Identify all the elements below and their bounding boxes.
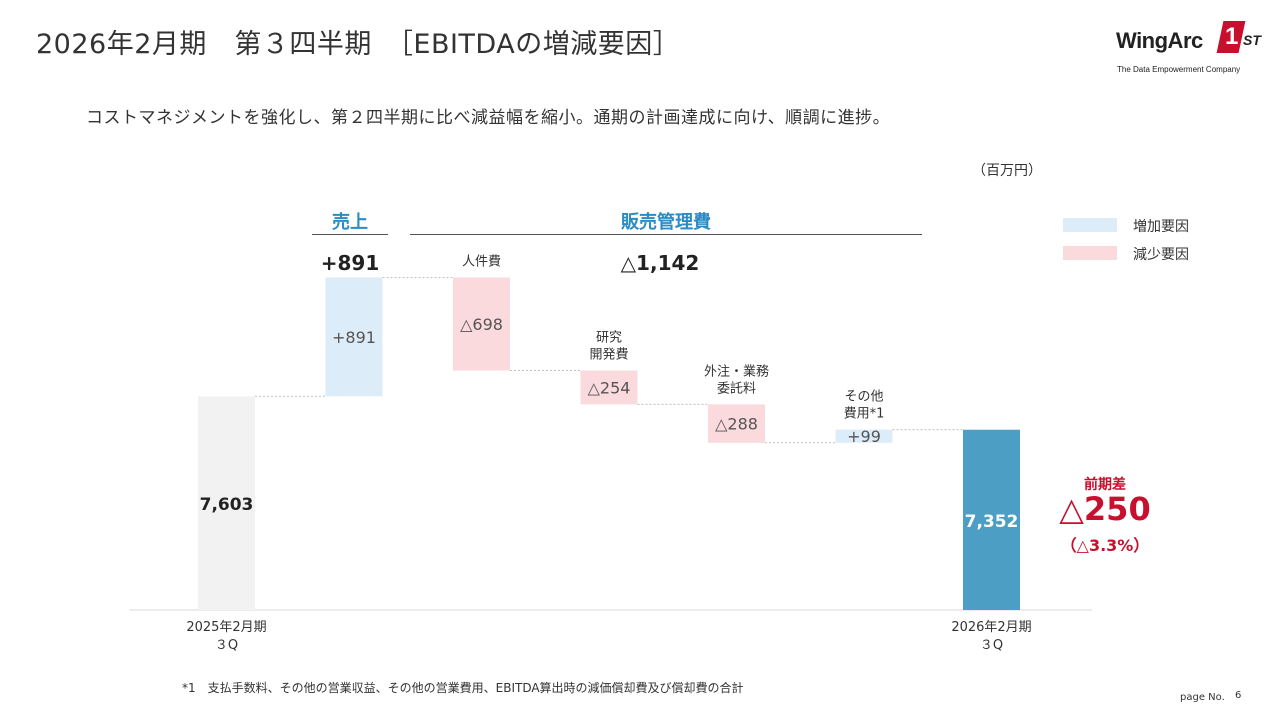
page-number: 6 (1235, 690, 1242, 701)
data-label-5: +99 (847, 427, 881, 446)
legend-increase-label: 増加要因 (1133, 219, 1189, 235)
footnote: *1 支払手数料、その他の営業収益、その他の営業費用、EBITDA算出時の減価償… (182, 681, 744, 695)
group-sga-title: 販売管理費 (621, 212, 711, 233)
category-label-4-1: 委託料 (717, 380, 756, 396)
logo-tagline: The Data Empowerment Company (1117, 65, 1241, 74)
page-subtitle: コストマネジメントを強化し、第２四半期に比べ減益幅を縮小。通期の計画達成に向け、… (86, 108, 891, 128)
data-label-2: △698 (460, 315, 503, 334)
waterfall-bar-5 (835, 429, 893, 443)
category-label-3-0: 研究 (596, 331, 622, 346)
data-label-6: 7,352 (965, 512, 1019, 532)
legend-decrease-label: 減少要因 (1133, 247, 1189, 263)
category-label-6-1: ３Q (980, 638, 1003, 653)
category-label-4-0: 外注・業務 (704, 363, 769, 379)
waterfall-bar-2 (453, 277, 510, 371)
category-label-3-1: 開発費 (589, 348, 628, 363)
page-title: 2026年2月期 第３四半期 ［EBITDAの増減要因］ (36, 29, 681, 60)
category-label-2-0: 人件費 (462, 254, 501, 269)
waterfall-bar-3 (580, 370, 638, 405)
category-label-5-1: 費用*1 (844, 407, 885, 422)
data-label-3: △254 (588, 378, 631, 397)
data-label-1: +891 (332, 328, 376, 347)
group-sga-value: △1,142 (620, 251, 700, 275)
legend-decrease-swatch (1063, 246, 1117, 260)
category-label-0-1: ３Q (215, 638, 238, 653)
logo-wordmark: WingArc (1116, 28, 1203, 53)
category-label-0-0: 2025年2月期 (186, 620, 266, 635)
waterfall-bar-4 (708, 404, 765, 443)
group-sales-underline (312, 234, 388, 235)
diff-percent: （△3.3%） (1060, 536, 1150, 555)
page-label: page No. (1180, 692, 1225, 703)
group-sales-value: +891 (320, 251, 380, 275)
company-logo: WingArc 1 ST The Data Empowerment Compan… (1112, 20, 1261, 80)
category-label-6-0: 2026年2月期 (951, 620, 1031, 635)
waterfall-bar-6 (963, 429, 1020, 610)
group-sga-underline (410, 234, 922, 235)
logo-suffix: ST (1243, 32, 1261, 48)
diff-title: 前期差 (1084, 477, 1126, 493)
data-label-0: 7,603 (200, 495, 254, 515)
category-label-5-0: その他 (844, 390, 883, 405)
legend-increase-swatch (1063, 218, 1117, 232)
data-label-4: △288 (715, 415, 758, 434)
logo-mark-text: 1 (1225, 23, 1239, 50)
waterfall-bar-1 (325, 277, 383, 397)
diff-value: △250 (1059, 490, 1151, 528)
unit-label: （百万円） (972, 163, 1042, 179)
waterfall-bar-0 (198, 396, 255, 610)
group-sales-title: 売上 (332, 212, 368, 233)
